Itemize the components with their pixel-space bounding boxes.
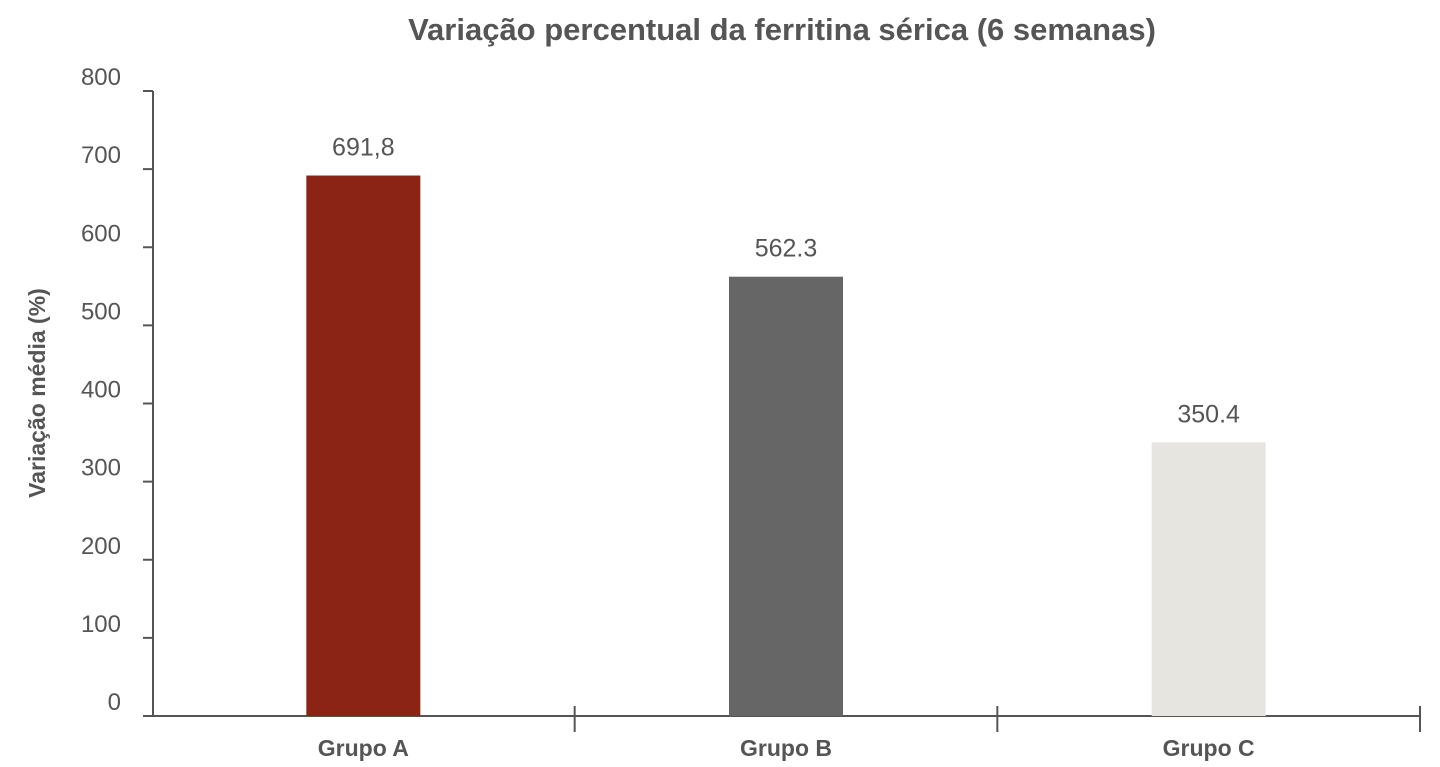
x-ticks: Grupo A Grupo B Grupo C bbox=[318, 706, 1421, 761]
bar-grupo-b bbox=[729, 276, 843, 716]
y-tick-label: 100 bbox=[81, 611, 121, 638]
x-tick-label: Grupo C bbox=[1163, 735, 1255, 761]
y-tick-label: 800 bbox=[81, 64, 121, 91]
x-tick-label: Grupo B bbox=[740, 735, 832, 761]
y-tick-label: 300 bbox=[81, 455, 121, 482]
y-tick-label: 400 bbox=[81, 377, 121, 404]
y-tick-label: 200 bbox=[81, 533, 121, 560]
chart-title: Variação percentual da ferritina sérica … bbox=[408, 12, 1156, 47]
y-tick-label: 600 bbox=[81, 220, 121, 247]
bar-grupo-a bbox=[306, 175, 421, 716]
y-tick-label: 500 bbox=[81, 298, 121, 325]
bars: 691,8 562.3 350.4 bbox=[306, 134, 1266, 716]
bar-grupo-c bbox=[1151, 442, 1266, 716]
bar-value-label: 562.3 bbox=[755, 235, 818, 263]
y-axis-label: Variação média (%) bbox=[24, 288, 50, 498]
y-tick-label: 0 bbox=[108, 689, 121, 716]
bar-value-label: 691,8 bbox=[332, 134, 395, 162]
y-ticks: 0 100 200 300 400 500 600 700 800 bbox=[81, 64, 153, 717]
y-tick-label: 700 bbox=[81, 142, 121, 169]
x-tick-label: Grupo A bbox=[318, 735, 409, 761]
bar-value-label: 350.4 bbox=[1177, 400, 1240, 428]
